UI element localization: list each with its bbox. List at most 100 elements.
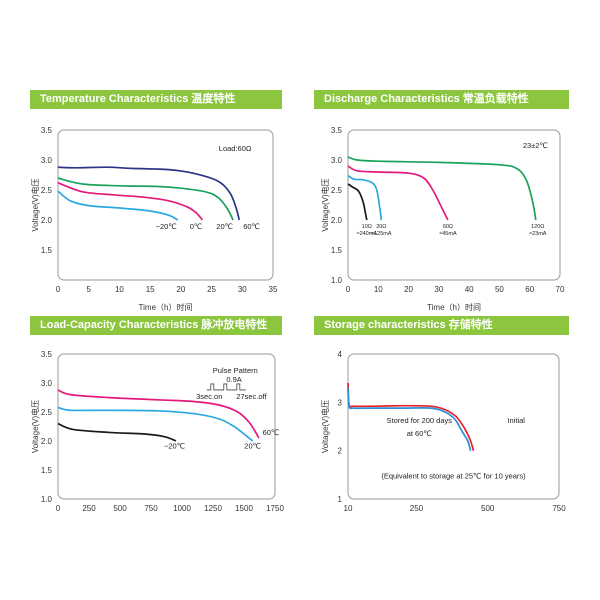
x-tick-label: 10	[374, 285, 383, 294]
series-line	[347, 174, 383, 221]
y-tick-label: 3.0	[331, 156, 343, 165]
y-tick-label: 2.5	[331, 186, 343, 195]
y-tick-label: 1.0	[41, 495, 53, 504]
plot-frame	[347, 353, 560, 500]
x-tick-label: 0	[346, 285, 351, 294]
temperature-chart: 0 5 10 15 20 25 30 35 1.5 2.0 2.5 3.0 3.5 Voltage(V)电…	[30, 126, 278, 312]
series-label: 10Ω	[362, 224, 372, 230]
inset-off: 27sec.off	[236, 392, 267, 401]
series-line	[347, 382, 475, 451]
storage-title: Storage characteristics 存储特性	[314, 316, 569, 335]
y-tick-label: 2.0	[41, 216, 53, 225]
stored-annotation: Stored for 200 days	[387, 416, 453, 425]
x-tick-label: 5	[86, 285, 91, 294]
y-tick-label: 2.0	[331, 216, 343, 225]
y-tick-label: 1.5	[331, 246, 343, 255]
x-tick-label: 50	[495, 285, 504, 294]
load-capacity-title: Load-Capacity Characteristics 脉冲放电特性	[30, 316, 282, 335]
x-tick-label: 1500	[235, 504, 253, 513]
y-tick-label: 1.5	[41, 246, 53, 255]
series-label: −20℃	[156, 222, 177, 231]
load-capacity-chart: 0 250 500 750 1000 1250 1500 1750 1.0 1.5 2.0 2.5 3.…	[30, 350, 284, 513]
x-tick-label: 750	[144, 504, 158, 513]
x-tick-label: 60	[525, 285, 534, 294]
temperature-title: Temperature Characteristics 温度特性	[30, 90, 282, 109]
x-axis-label: Time（h）时间	[427, 302, 481, 312]
series-line	[347, 156, 537, 221]
x-tick-label: 10	[344, 504, 353, 513]
series-line	[57, 166, 241, 221]
series-label: 60Ω	[443, 224, 453, 230]
x-tick-label: 1250	[204, 504, 222, 513]
inset-current: 0.9A	[226, 375, 241, 384]
y-tick-label: 3.0	[41, 379, 53, 388]
x-tick-label: 500	[113, 504, 127, 513]
storage-chart: 10 250 500 750 1 2 3 4 Voltage(V)电压 Stored for 20…	[320, 350, 566, 513]
y-tick-label: 2.5	[41, 186, 53, 195]
x-tick-label: 750	[552, 504, 566, 513]
series-label: 20Ω	[376, 224, 386, 230]
series-line	[57, 190, 179, 221]
series-label: −20℃	[164, 442, 185, 451]
inset-title: Pulse Pattern	[213, 366, 258, 375]
series-line	[347, 387, 472, 451]
y-axis-label: Voltage(V)电压	[320, 178, 330, 231]
x-tick-label: 20	[176, 285, 185, 294]
y-tick-label: 3	[338, 398, 343, 407]
x-tick-label: 250	[82, 504, 96, 513]
discharge-title: Discharge Characteristics 常温负载特性	[314, 90, 569, 109]
series-line	[57, 177, 234, 221]
y-tick-label: 4	[338, 350, 343, 359]
equivalence-note: (Equivalent to storage at 25℃ for 10 yea…	[381, 472, 526, 481]
series-current-label: ≈45mA	[439, 231, 457, 237]
x-tick-label: 20	[404, 285, 413, 294]
series-label: 20℃	[244, 442, 261, 451]
plot-frame	[57, 129, 274, 281]
temperature-annotation: 23±2℃	[523, 141, 548, 150]
x-tick-label: 30	[434, 285, 443, 294]
pulse-pattern-icon	[206, 383, 246, 391]
x-axis-label: Time（h）时间	[139, 302, 193, 312]
series-line	[347, 165, 449, 221]
x-tick-label: 15	[146, 285, 155, 294]
series-label: 60℃	[263, 428, 280, 437]
x-tick-label: 250	[410, 504, 424, 513]
y-tick-label: 1	[338, 495, 343, 504]
series-current-label: ≈125mA	[371, 231, 392, 237]
y-tick-label: 2.0	[41, 437, 53, 446]
y-tick-label: 1.5	[41, 466, 53, 475]
load-annotation: Load:60Ω	[219, 144, 252, 153]
stored-annotation-temp: at 60℃	[407, 429, 432, 438]
series-line	[57, 389, 260, 439]
x-tick-label: 0	[56, 285, 61, 294]
y-tick-label: 3.0	[41, 156, 53, 165]
y-tick-label: 3.5	[41, 350, 53, 359]
y-tick-label: 1.0	[331, 276, 343, 285]
y-axis-label: Voltage(V)电压	[320, 400, 330, 453]
x-tick-label: 500	[481, 504, 495, 513]
discharge-chart: 0 10 20 30 40 50 60 70 1.0 1.5 2.0 2.5 3.0 3.5 Voltage…	[320, 126, 565, 312]
series-label: 0℃	[190, 222, 203, 231]
y-tick-label: 3.5	[41, 126, 53, 135]
series-label: 120Ω	[531, 224, 544, 230]
x-tick-label: 40	[465, 285, 474, 294]
x-tick-label: 70	[556, 285, 565, 294]
x-tick-label: 1000	[173, 504, 191, 513]
y-tick-label: 2	[338, 447, 343, 456]
y-tick-label: 2.5	[41, 408, 53, 417]
series-line	[57, 182, 204, 221]
x-tick-label: 0	[56, 504, 61, 513]
x-tick-label: 30	[238, 285, 247, 294]
x-tick-label: 10	[115, 285, 124, 294]
x-tick-label: 25	[207, 285, 216, 294]
series-current-label: ≈23mA	[529, 231, 547, 237]
initial-annotation: Initial	[507, 416, 525, 425]
plot-frame	[57, 353, 276, 500]
series-line	[347, 183, 368, 221]
y-axis-label: Voltage(V)电压	[30, 400, 40, 453]
plot-frame	[347, 129, 561, 281]
inset-on: 3sec.on	[196, 392, 222, 401]
y-tick-label: 3.5	[331, 126, 343, 135]
series-label: 20℃	[216, 222, 233, 231]
series-line	[57, 422, 177, 442]
